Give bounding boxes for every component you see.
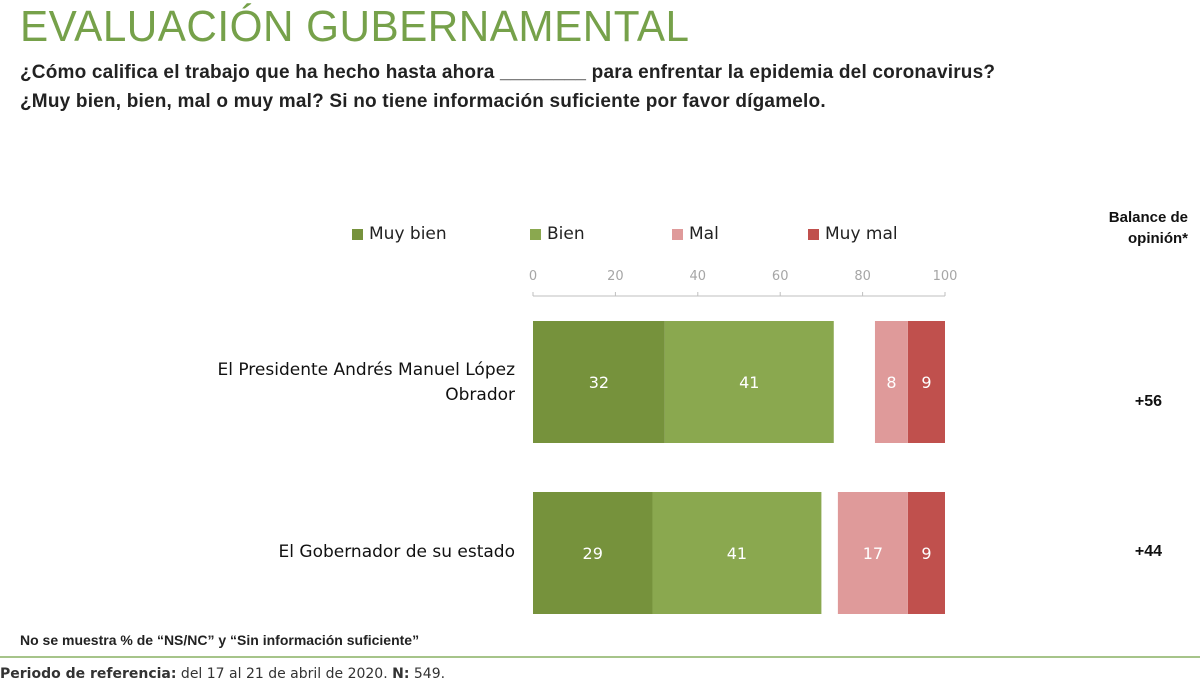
bar-bien-governor — [652, 492, 822, 614]
data-label-muy-bien-governor: 29 — [583, 544, 603, 563]
x-tick-label: 100 — [933, 269, 958, 284]
balance-header-line-1: Balance de — [1108, 209, 1188, 226]
data-label-muy-mal-governor: 9 — [921, 544, 931, 563]
bar-muy-bien-governor — [533, 492, 653, 614]
legend-muy-bien: Muy bien — [352, 224, 447, 244]
legend-mal: Mal — [672, 224, 719, 244]
balance-header-line-2: opinión* — [1128, 230, 1188, 247]
balance-value-president: +56 — [1134, 393, 1162, 410]
category-label-president: El Presidente Andrés Manuel López Obrado… — [217, 358, 515, 408]
sample-size-value: 549. — [409, 666, 446, 682]
data-label-bien-president: 41 — [739, 373, 759, 392]
bar-muy-bien-president — [533, 321, 665, 443]
survey-question-line-2: ¿Muy bien, bien, mal o muy mal? Si no ti… — [20, 91, 826, 112]
category-label-president-line-1: El Presidente Andrés Manuel López — [217, 360, 515, 380]
data-label-bien-governor: 41 — [727, 544, 747, 563]
data-label-mal-president: 8 — [886, 373, 896, 392]
page-title: EVALUACIÓN GUBERNAMENTAL — [20, 2, 690, 51]
legend-muy-mal: Muy mal — [808, 224, 898, 244]
x-tick-label: 0 — [529, 269, 537, 284]
footer-divider — [0, 656, 1200, 658]
category-label-governor: El Gobernador de su estado — [278, 542, 515, 562]
data-label-muy-mal-president: 9 — [921, 373, 931, 392]
balance-header: Balance de opinión* — [1109, 207, 1188, 249]
period-value: del 17 al 21 de abril de 2020. — [176, 666, 393, 682]
balance-value-governor: +44 — [1134, 543, 1162, 560]
legend-swatch-muy-mal — [808, 228, 819, 240]
bar-muy-mal-governor — [907, 492, 945, 614]
data-label-muy-bien-president: 32 — [589, 373, 609, 392]
footnote: No se muestra % de “NS/NC” y “Sin inform… — [20, 632, 420, 648]
data-label-mal-governor: 17 — [863, 544, 883, 563]
reference-period: Periodo de referencia: del 17 al 21 de a… — [0, 666, 445, 682]
x-tick-label: 80 — [854, 269, 871, 284]
legend-label-bien: Bien — [547, 224, 585, 244]
bar-mal-governor — [837, 492, 908, 614]
survey-question-line-1: ¿Cómo califica el trabajo que ha hecho h… — [20, 62, 996, 83]
legend-label-muy-bien: Muy bien — [369, 224, 447, 244]
legend-label-mal: Mal — [689, 224, 719, 244]
legend-bien: Bien — [530, 224, 585, 244]
legend-label-muy-mal: Muy mal — [825, 224, 898, 244]
x-tick-label: 20 — [607, 269, 624, 284]
bar-muy-mal-president — [907, 321, 945, 443]
bar-bien-president — [664, 321, 834, 443]
x-tick-label: 60 — [772, 269, 789, 284]
legend-swatch-muy-bien — [352, 228, 363, 240]
legend-swatch-bien — [530, 228, 541, 240]
sample-size-label: N: — [392, 666, 410, 682]
category-label-president-line-2: Obrador — [445, 385, 515, 405]
bar-mal-president — [874, 321, 908, 443]
x-tick-label: 40 — [690, 269, 707, 284]
period-label: Periodo de referencia: — [0, 666, 177, 682]
legend-swatch-mal — [672, 228, 683, 240]
